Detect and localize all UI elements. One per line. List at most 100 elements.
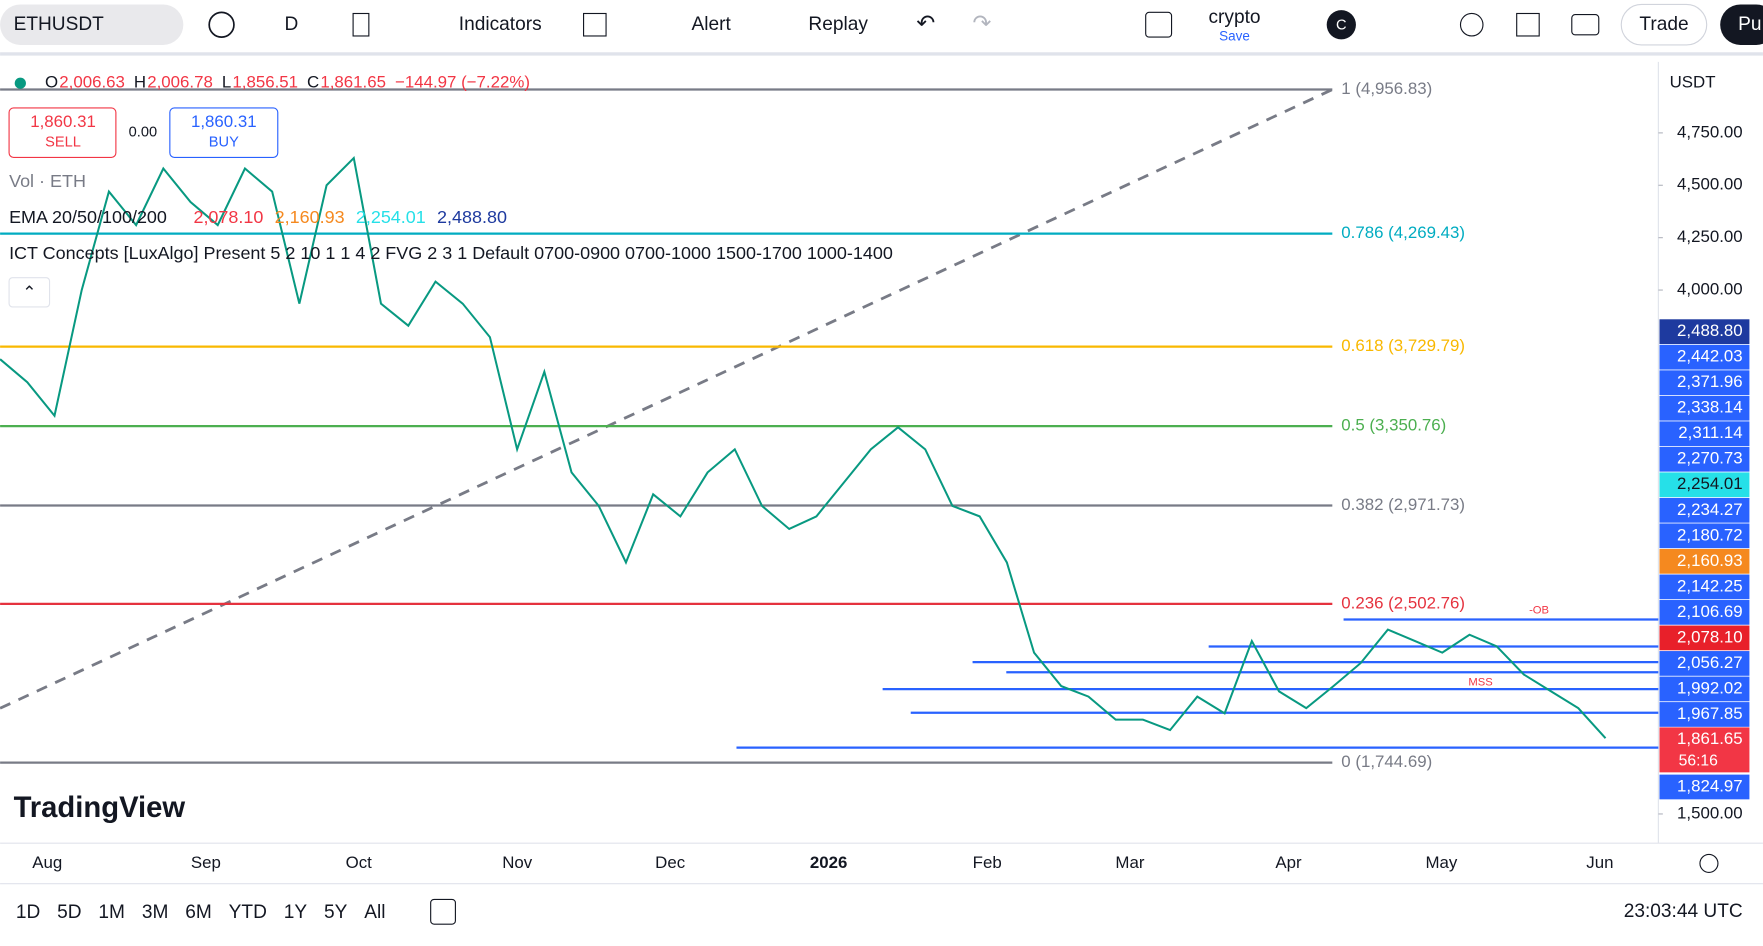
price-tag-label: 2,488.80 [1677, 321, 1743, 340]
chart-type-icon[interactable] [352, 12, 370, 37]
price-tag [1659, 497, 1750, 523]
fullscreen-icon[interactable] [1516, 12, 1540, 37]
price-tag-label: 1,992.02 [1677, 678, 1743, 697]
price-tag-label: 2,371.96 [1677, 372, 1743, 391]
range-button[interactable]: 5Y [324, 902, 348, 923]
undo-icon[interactable]: ↶ [916, 11, 935, 36]
range-button[interactable]: 1Y [284, 902, 308, 923]
price-tag [1659, 523, 1750, 549]
templates-icon[interactable] [583, 12, 607, 37]
redo-icon[interactable]: ↷ [973, 11, 992, 36]
price-tag-label: 2,442.03 [1677, 347, 1743, 366]
time-label: Aug [32, 853, 62, 872]
trade-button[interactable]: Trade [1639, 14, 1688, 35]
save-label[interactable]: Save [1219, 29, 1250, 44]
layout-name[interactable]: crypto [1208, 7, 1260, 28]
price-tag [1659, 395, 1750, 421]
ohlc-value: 1,861.65 [320, 73, 386, 92]
time-label: May [1425, 853, 1457, 872]
price-tag-label: 1,967.85 [1677, 704, 1743, 723]
price-tick-label: 4,500.00 [1677, 175, 1743, 194]
price-tag-label: 2,270.73 [1677, 449, 1743, 468]
price-tag [1659, 370, 1750, 396]
collapse-button[interactable] [8, 277, 51, 308]
price-tag-label: 2,078.10 [1677, 627, 1743, 646]
logo[interactable]: TradingView [14, 792, 186, 824]
price-tag-label: 2,180.72 [1677, 525, 1743, 544]
ohlc-key: O [45, 73, 58, 92]
ema-legend[interactable]: EMA 20/50/100/200 [9, 207, 167, 227]
price-tag [1659, 548, 1750, 574]
ohlc-key: C [307, 73, 319, 92]
sell-label[interactable]: SELL [45, 135, 81, 151]
annotation: -OB [1529, 604, 1549, 616]
ohlc-key: L [222, 73, 231, 92]
sell-box[interactable] [8, 107, 117, 158]
price-line [0, 155, 1607, 739]
range-button[interactable]: 6M [185, 902, 212, 923]
buy-price[interactable]: 1,860.31 [191, 112, 257, 131]
clock: 23:03:44 UTC [1624, 901, 1743, 922]
indicator-legend[interactable]: ICT Concepts [LuxAlgo] Present 5 2 10 1 … [9, 243, 893, 263]
range-button[interactable]: YTD [229, 902, 267, 923]
collapse-icon[interactable]: ⌃ [22, 283, 36, 302]
screenshot-icon[interactable] [1571, 14, 1600, 36]
price-tag [1659, 319, 1750, 345]
trade-box[interactable] [1620, 3, 1708, 46]
symbol-box[interactable] [0, 4, 184, 45]
add-symbol-icon[interactable] [208, 11, 235, 38]
fib-label: 1 (4,956.83) [1341, 79, 1432, 98]
volume-legend[interactable]: Vol · ETH [9, 171, 86, 191]
price-tag-label: 2,056.27 [1677, 653, 1743, 672]
ema-value: 2,254.01 [356, 207, 426, 227]
sell-price[interactable]: 1,860.31 [30, 112, 96, 131]
range-button[interactable]: 1D [16, 902, 40, 923]
trend-line [0, 88, 1333, 710]
ohlc-key: H [134, 73, 146, 92]
publish-button[interactable]: Pu [1738, 14, 1761, 35]
price-tag-label: 2,338.14 [1677, 398, 1743, 417]
axis-settings-icon[interactable] [1699, 853, 1719, 873]
range-button[interactable]: All [364, 902, 385, 923]
avatar-circle[interactable] [1326, 10, 1356, 40]
ema-value: 2,488.80 [437, 207, 507, 227]
layout-icon[interactable] [1145, 11, 1173, 38]
ohlc-value: 1,856.51 [232, 73, 298, 92]
interval[interactable]: D [285, 14, 299, 35]
time-label: Feb [973, 853, 1002, 872]
price-tag [1659, 676, 1750, 702]
ohlc-change: −144.97 (−7.22%) [395, 73, 530, 92]
price-tag [1659, 446, 1750, 472]
price-tag [1659, 574, 1750, 600]
range-button[interactable]: 5D [57, 902, 81, 923]
price-tag [1659, 651, 1750, 676]
price-tick-label: 4,250.00 [1677, 227, 1743, 246]
replay-button[interactable]: Replay [808, 14, 868, 35]
time-label: Dec [655, 853, 685, 872]
settings-icon[interactable] [1459, 12, 1484, 37]
price-tick-label: 1,500.00 [1677, 803, 1743, 822]
publish-box[interactable] [1720, 4, 1763, 45]
ohlc-value: 2,006.63 [59, 73, 125, 92]
symbol[interactable]: ETHUSDT [14, 14, 105, 35]
avatar[interactable]: C [1336, 18, 1347, 34]
price-tag-label: 2,106.69 [1677, 602, 1743, 621]
goto-date-icon[interactable] [430, 898, 456, 925]
buy-label[interactable]: BUY [209, 135, 239, 151]
plot-area: 1 (4,956.83) 0.786 (4,269.43) 0.618 (3,729… [0, 79, 1659, 771]
fib-label: 0.618 (3,729.79) [1341, 336, 1465, 355]
currency[interactable]: USDT [1670, 73, 1716, 92]
indicators-button[interactable]: Indicators [459, 14, 542, 35]
buy-box[interactable] [169, 107, 279, 158]
price-tag-label: 2,160.93 [1677, 551, 1743, 570]
alert-button[interactable]: Alert [692, 14, 732, 35]
fib-label: 0.382 (2,971.73) [1341, 495, 1465, 514]
fib-label: 0.786 (4,269.43) [1341, 223, 1465, 242]
price-tag [1659, 472, 1750, 498]
range-button[interactable]: 3M [142, 902, 169, 923]
status-dot [14, 77, 26, 89]
range-button[interactable]: 1M [98, 902, 125, 923]
